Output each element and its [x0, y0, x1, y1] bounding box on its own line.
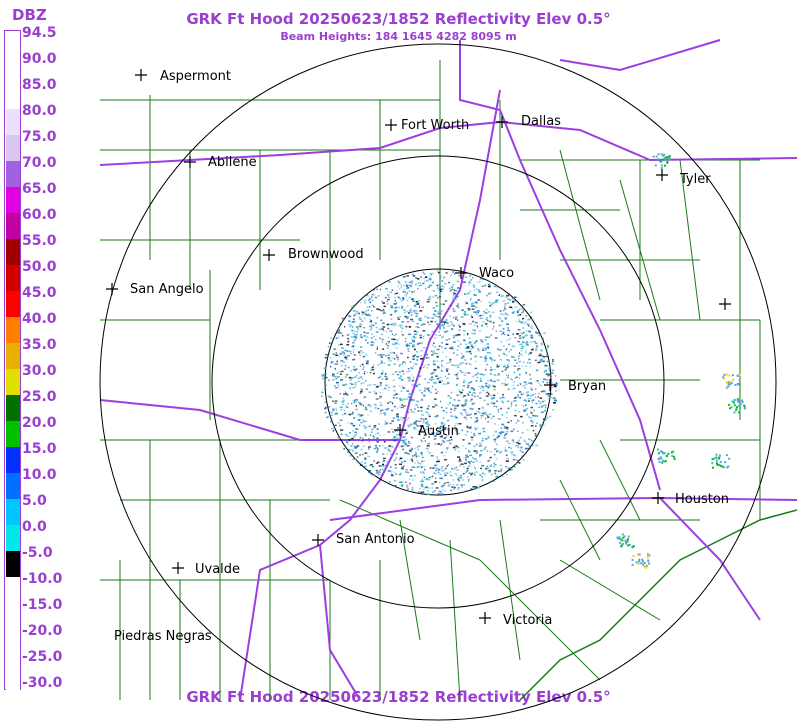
svg-text:Abilene: Abilene — [208, 155, 257, 170]
svg-text:Brownwood: Brownwood — [288, 247, 364, 262]
colorbar-swatch — [6, 369, 20, 395]
city-bryan: Bryan — [544, 379, 606, 394]
reflectivity-echoes — [321, 153, 746, 569]
colorbar-swatch — [6, 57, 20, 83]
colorbar-tick-label: 60.0 — [22, 207, 57, 223]
colorbar-swatch — [6, 31, 20, 57]
svg-text:Tyler: Tyler — [679, 172, 711, 187]
colorbar-tick-label: -10.0 — [22, 571, 63, 587]
colorbar-tick-label: 75.0 — [22, 129, 57, 145]
svg-text:San Angelo: San Angelo — [130, 282, 204, 297]
colorbar-tick-label: 30.0 — [22, 363, 57, 379]
colorbar-tick-label: 90.0 — [22, 51, 57, 67]
colorbar-swatch — [6, 213, 20, 239]
city-austin: Austin — [394, 424, 459, 439]
city-aspermont: Aspermont — [135, 69, 231, 84]
city-fort-worth: Fort Worth — [385, 118, 469, 133]
city-piedras-negras: Piedras Negras — [114, 629, 212, 644]
dbz-colorbar — [4, 30, 21, 707]
colorbar-swatch — [6, 187, 20, 213]
city-dallas: Dallas — [496, 114, 561, 129]
city-victoria: Victoria — [479, 612, 552, 628]
city-uvalde: Uvalde — [172, 562, 240, 577]
colorbar-swatch — [6, 161, 20, 187]
colorbar-swatch — [6, 239, 20, 265]
svg-text:Aspermont: Aspermont — [160, 69, 231, 84]
colorbar-swatch — [6, 681, 20, 707]
highways — [99, 39, 797, 701]
colorbar-tick-label: 80.0 — [22, 103, 57, 119]
colorbar-swatch — [6, 473, 20, 499]
colorbar-tick-label: 55.0 — [22, 233, 57, 249]
colorbar-tick-label: -5.0 — [22, 545, 53, 561]
svg-text:Uvalde: Uvalde — [195, 562, 240, 577]
svg-text:Victoria: Victoria — [503, 613, 552, 628]
colorbar-swatch — [6, 135, 20, 161]
colorbar-tick-label: 35.0 — [22, 337, 57, 353]
svg-text:Austin: Austin — [418, 424, 459, 439]
colorbar-swatch — [6, 317, 20, 343]
colorbar-tick-label: 0.0 — [22, 519, 47, 535]
colorbar-tick-label: 45.0 — [22, 285, 57, 301]
map-title: GRK Ft Hood 20250623/1852 Reflectivity E… — [186, 10, 611, 28]
colorbar-swatch — [6, 551, 20, 577]
svg-text:Waco: Waco — [479, 266, 514, 281]
county-lines — [100, 60, 797, 701]
city-abilene: Abilene — [184, 155, 257, 170]
city-houston: Houston — [652, 492, 729, 507]
colorbar-swatch — [6, 447, 20, 473]
colorbar-swatch — [6, 109, 20, 135]
city-waco: Waco — [455, 266, 514, 281]
colorbar-swatch — [6, 577, 20, 603]
colorbar-tick-label: 94.5 — [22, 25, 57, 41]
colorbar-tick-label: 85.0 — [22, 77, 57, 93]
city-unlabeled-marker — [719, 298, 731, 310]
colorbar-tick-label: -15.0 — [22, 597, 63, 613]
colorbar-tick-label: 50.0 — [22, 259, 57, 275]
svg-text:Bryan: Bryan — [568, 379, 606, 394]
svg-text:Piedras Negras: Piedras Negras — [114, 629, 212, 644]
colorbar-tick-label: 70.0 — [22, 155, 57, 171]
map-title-bottom: GRK Ft Hood 20250623/1852 Reflectivity E… — [186, 688, 611, 706]
range-rings — [99, 43, 777, 721]
svg-text:San Antonio: San Antonio — [336, 532, 415, 547]
colorbar-swatch — [6, 525, 20, 551]
colorbar-swatch — [6, 83, 20, 109]
city-san-antonio: San Antonio — [312, 532, 415, 547]
colorbar-swatch — [6, 291, 20, 317]
city-brownwood: Brownwood — [263, 247, 364, 262]
colorbar-tick-label: 10.0 — [22, 467, 57, 483]
colorbar-swatch — [6, 343, 20, 369]
colorbar-swatch — [6, 265, 20, 291]
colorbar-tick-label: 40.0 — [22, 311, 57, 327]
colorbar-swatch — [6, 421, 20, 447]
colorbar-tick-label: 25.0 — [22, 389, 57, 405]
colorbar-tick-label: -20.0 — [22, 623, 63, 639]
colorbar-swatch — [6, 395, 20, 421]
svg-text:Fort Worth: Fort Worth — [401, 118, 469, 133]
colorbar-tick-label: 65.0 — [22, 181, 57, 197]
city-tyler: Tyler — [656, 169, 711, 187]
colorbar-swatch — [6, 603, 20, 629]
svg-text:Houston: Houston — [675, 492, 729, 507]
colorbar-swatch — [6, 655, 20, 681]
beam-heights-subtitle: Beam Heights: 184 1645 4282 8095 m — [280, 30, 517, 43]
colorbar-tick-label: 5.0 — [22, 493, 47, 509]
colorbar-tick-label: 20.0 — [22, 415, 57, 431]
colorbar-tick-label: -30.0 — [22, 675, 63, 691]
colorbar-swatch — [6, 499, 20, 525]
city-markers: Aspermont Abilene Fort Worth Dallas Tyle… — [106, 69, 731, 644]
colorbar-tick-label: -25.0 — [22, 649, 63, 665]
colorbar-tick-label: 15.0 — [22, 441, 57, 457]
scale-units-label: DBZ — [12, 6, 47, 24]
svg-text:Dallas: Dallas — [521, 114, 561, 129]
city-san-angelo: San Angelo — [106, 282, 204, 297]
colorbar-swatch — [6, 629, 20, 655]
